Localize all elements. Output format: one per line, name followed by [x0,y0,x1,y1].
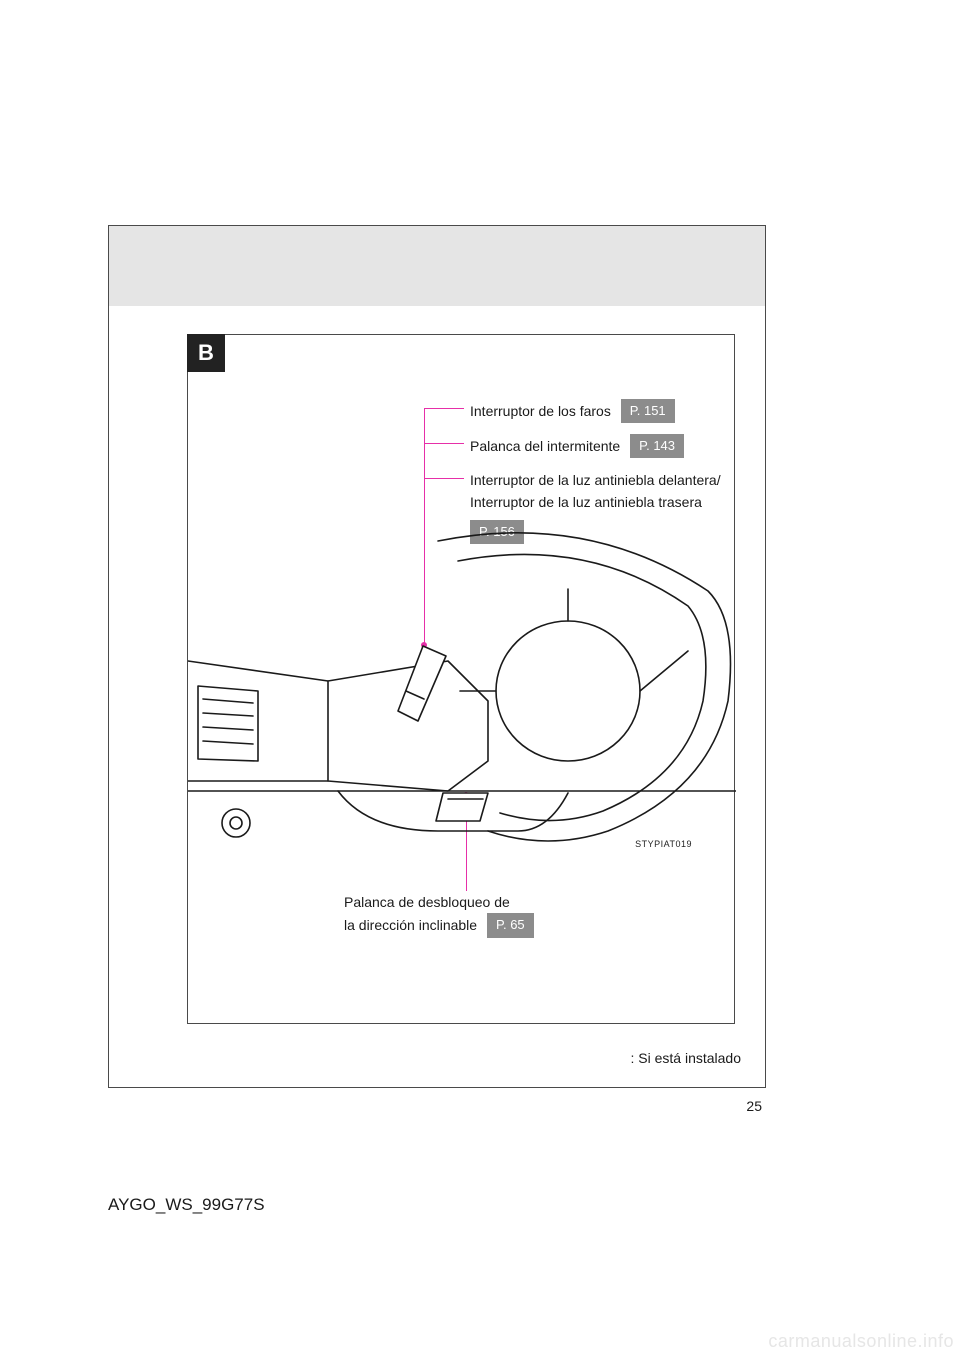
diagram-inner-frame: B Interruptor de los faros P. 151 [187,334,735,1024]
page-ref-headlight: P. 151 [621,399,675,423]
footnote-text: : Si está instalado [630,1050,741,1066]
callout-headlight: Interruptor de los faros P. 151 [470,399,675,423]
page-outer-frame: B Interruptor de los faros P. 151 [108,225,766,1088]
callout-fog-slash: / [717,472,721,488]
callout-fog-line1: Interruptor de la luz antiniebla delante… [470,472,717,488]
callout-tilt-line1: Palanca de desbloqueo de [344,894,510,910]
steering-column-illustration [188,531,736,861]
callout-tilt-line2: la dirección inclinable [344,917,477,933]
callout-turn-signal: Palanca del intermitente P. 143 [470,434,684,458]
section-badge-letter: B [198,340,214,366]
header-grey-band [109,226,765,306]
callout-turn-signal-label: Palanca del intermitente [470,438,620,454]
callout-fog-line2: Interruptor de la luz antiniebla trasera [470,494,702,510]
watermark: carmanualsonline.info [768,1331,954,1352]
footnote: : Si está instalado [630,1050,741,1067]
leader-headlight [424,408,464,409]
illustration-code: STYPIAT019 [635,839,692,849]
leader-turn-signal [424,443,464,444]
callout-tilt: Palanca de desbloqueo de la dirección in… [344,891,604,938]
callout-headlight-label: Interruptor de los faros [470,403,611,419]
leader-fog [424,478,464,479]
page-ref-tilt: P. 65 [487,913,534,938]
page-number: 25 [746,1098,762,1114]
document-code: AYGO_WS_99G77S [108,1195,265,1215]
page-ref-turn-signal: P. 143 [630,434,684,458]
section-badge: B [187,334,225,372]
